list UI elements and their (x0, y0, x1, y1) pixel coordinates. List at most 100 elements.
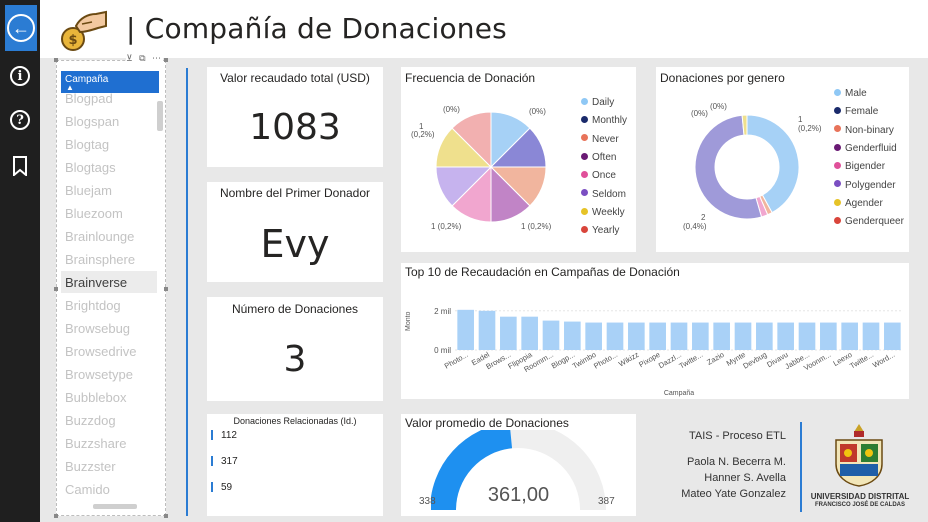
back-button[interactable]: ← (5, 5, 37, 51)
slicer-item[interactable]: Brainsphere (61, 248, 157, 271)
donut-slice-polygender[interactable] (694, 114, 763, 220)
slicer-item[interactable]: Browsebug (61, 317, 157, 340)
legend-swatch (581, 225, 588, 233)
bar[interactable] (649, 322, 666, 350)
legend-item[interactable]: Monthly (581, 115, 627, 126)
bar[interactable] (820, 322, 837, 350)
donut-slice-agender[interactable] (741, 114, 748, 136)
legend-swatch (581, 134, 588, 142)
legend-swatch (834, 107, 841, 115)
total-raised-label: Valor recaudado total (USD) (220, 71, 370, 85)
gender-donut-chart[interactable] (692, 112, 802, 222)
resize-handle[interactable] (164, 287, 168, 291)
resize-handle[interactable] (164, 514, 168, 518)
bar[interactable] (478, 310, 496, 350)
bar[interactable] (798, 322, 816, 350)
legend-item[interactable]: Polygender (834, 180, 896, 191)
resize-handle[interactable] (54, 514, 58, 518)
slicer-item[interactable]: Blogtag (61, 133, 157, 156)
bar[interactable] (585, 322, 602, 350)
horizontal-scrollbar[interactable] (93, 504, 137, 509)
legend-swatch (834, 216, 841, 224)
info-icon[interactable]: i (10, 66, 30, 86)
legend-item[interactable]: Female (834, 106, 878, 117)
slicer-item[interactable]: Buzzster (61, 455, 157, 478)
bar[interactable] (734, 322, 752, 350)
bar[interactable] (713, 322, 730, 350)
slicer-list[interactable]: Blogpad Blogspan Blogtag Blogtags Bluejam Blu… (61, 87, 157, 501)
slicer-item[interactable]: Blogpad (61, 87, 157, 110)
list-item[interactable]: 59 (211, 482, 232, 493)
slicer-item[interactable]: Brightdog (61, 294, 157, 317)
slicer-item[interactable]: Brainlounge (61, 225, 157, 248)
legend-item[interactable]: Non-binary (834, 125, 894, 136)
bar[interactable] (756, 322, 773, 350)
bookmark-icon[interactable] (12, 156, 28, 181)
legend-item[interactable]: Often (581, 152, 616, 163)
bar[interactable] (841, 322, 858, 350)
legend-item[interactable]: Seldom (581, 189, 626, 200)
slicer-item[interactable]: Browsetype (61, 363, 157, 386)
bar[interactable] (542, 320, 560, 350)
slicer-item[interactable]: Blogspan (61, 110, 157, 133)
frequency-chart-title: Frecuencia de Donación (405, 71, 536, 85)
x-tick-label: Twimbo (571, 350, 598, 371)
slicer-item[interactable]: Brainverse (61, 271, 157, 294)
slicer-header[interactable]: Campaña ▲ (61, 71, 159, 93)
legend-label: Weekly (592, 206, 625, 218)
author-name: Paola N. Becerra M. (686, 456, 786, 468)
help-icon[interactable]: ? (10, 110, 30, 130)
bar[interactable] (862, 322, 880, 350)
x-axis-label: Campaña (664, 390, 694, 397)
legend-swatch (834, 162, 841, 170)
vertical-scrollbar[interactable] (157, 101, 163, 131)
frequency-pie-chart[interactable] (431, 107, 551, 227)
legend-item[interactable]: Genderqueer (834, 216, 904, 227)
slicer-item[interactable]: Bubblebox (61, 386, 157, 409)
slicer-item[interactable]: Bluezoom (61, 202, 157, 225)
resize-handle[interactable] (54, 287, 58, 291)
bar[interactable] (521, 316, 538, 350)
slicer-toolbar-icons[interactable]: ⊻ ⧉ ⋯ (125, 53, 163, 64)
legend-label: Never (592, 133, 619, 145)
sort-ascending-icon[interactable]: ▲ (66, 83, 74, 92)
bar[interactable] (457, 309, 474, 350)
bar[interactable] (606, 322, 624, 350)
resize-handle[interactable] (164, 58, 168, 62)
pie-slice-yearly[interactable] (451, 111, 492, 169)
bar[interactable] (670, 322, 688, 350)
legend-item[interactable]: Bigender (834, 161, 885, 172)
list-item[interactable]: 112 (211, 430, 237, 441)
slicer-item[interactable]: Blogtags (61, 156, 157, 179)
legend-item[interactable]: Agender (834, 198, 883, 209)
first-donor-label: Nombre del Primer Donador (219, 186, 371, 200)
resize-handle[interactable] (54, 58, 58, 62)
donut-slice-male[interactable] (746, 114, 800, 214)
legend-item[interactable]: Yearly (581, 225, 619, 236)
slicer-item[interactable]: Buzzdog (61, 409, 157, 432)
legend-item[interactable]: Male (834, 88, 867, 99)
campaign-slicer[interactable]: ⊻ ⧉ ⋯ Campaña ▲ Blogpad Blogspan Blogtag Bl… (54, 53, 168, 518)
bar[interactable] (884, 322, 901, 350)
slicer-item[interactable]: Bluejam (61, 179, 157, 202)
legend-item[interactable]: Once (581, 170, 616, 181)
legend-swatch (581, 189, 588, 197)
legend-item[interactable]: Genderfluid (834, 143, 897, 154)
legend-item[interactable]: Weekly (581, 207, 625, 218)
average-gauge[interactable] (431, 430, 606, 520)
bar[interactable] (628, 322, 645, 350)
bar[interactable] (692, 322, 709, 350)
bar[interactable] (564, 321, 581, 350)
legend-item[interactable]: Daily (581, 97, 614, 108)
slicer-item[interactable]: Browsedrive (61, 340, 157, 363)
bar[interactable] (777, 322, 794, 350)
slicer-item[interactable]: Buzzshare (61, 432, 157, 455)
x-tick-label: Wikizz (617, 350, 640, 369)
legend-item[interactable]: Never (581, 134, 619, 145)
university-subname: FRANCISCO JOSÉ DE CALDAS (814, 502, 905, 508)
bar[interactable] (500, 316, 517, 350)
legend-swatch (834, 125, 841, 133)
slicer-item[interactable]: Camido (61, 478, 157, 501)
list-item[interactable]: 317 (211, 456, 238, 467)
